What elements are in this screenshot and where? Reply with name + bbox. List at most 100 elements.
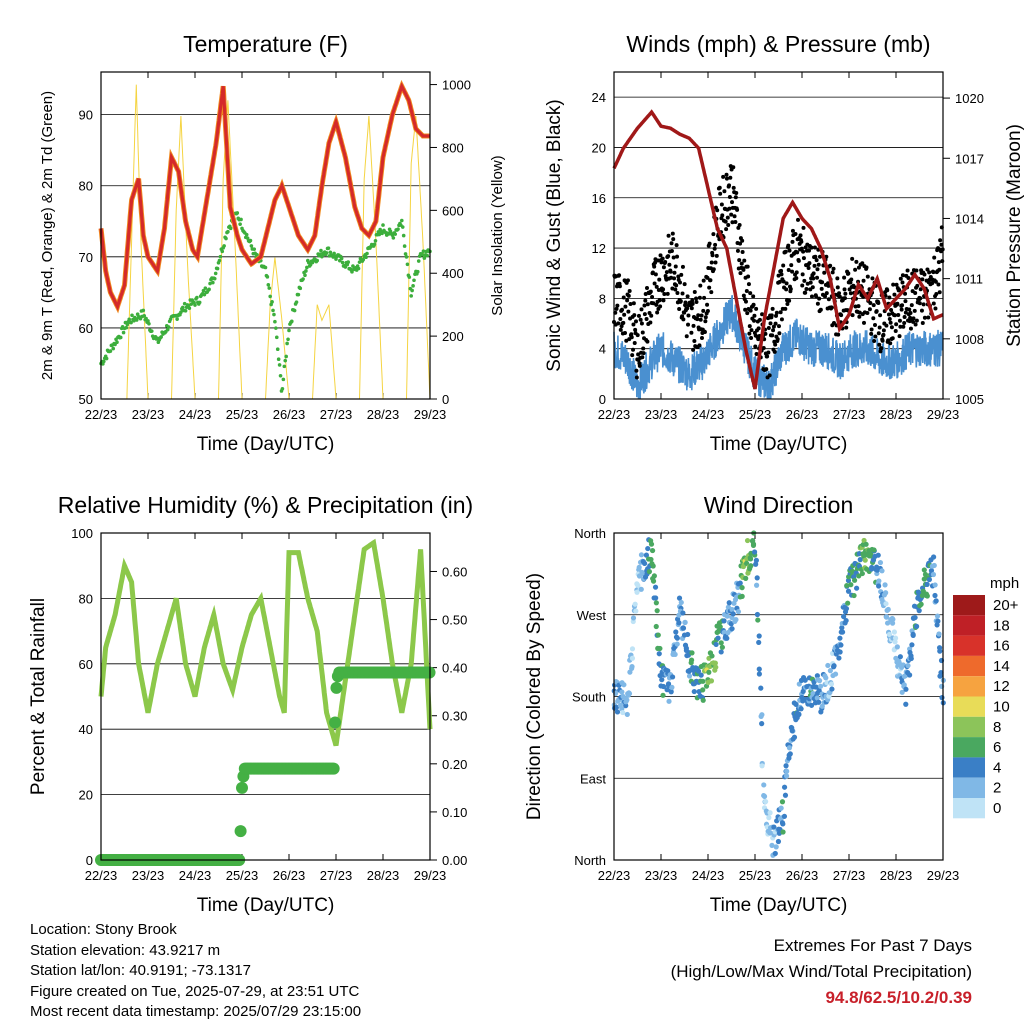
gust-point	[727, 195, 732, 200]
dewpoint-point	[252, 247, 257, 251]
gust-point	[633, 327, 638, 332]
dewpoint-point	[201, 288, 206, 293]
gust-point	[636, 313, 641, 318]
y2-tick-label: 1005	[955, 392, 984, 407]
direction-point	[753, 561, 759, 567]
gust-point	[668, 269, 673, 274]
dewpoint-point	[402, 244, 407, 248]
colorbar-swatch	[953, 716, 985, 738]
direction-point	[802, 677, 808, 683]
gust-point	[669, 241, 674, 246]
gust-point	[754, 306, 759, 311]
direction-point	[761, 782, 767, 788]
gust-point	[635, 333, 640, 338]
gust-point	[666, 233, 671, 238]
gust-point	[872, 323, 877, 328]
direction-point	[761, 793, 768, 799]
direction-point	[620, 709, 626, 716]
dewpoint-point	[350, 270, 354, 274]
dewpoint-point	[290, 319, 294, 324]
gust-point	[733, 220, 738, 225]
gust-point	[890, 336, 895, 341]
gust-point	[888, 320, 893, 325]
gust-point	[869, 327, 874, 332]
gust-point	[695, 317, 700, 322]
gust-point	[748, 308, 753, 313]
direction-point	[843, 606, 850, 612]
colorbar-label: 16	[993, 638, 1010, 655]
y-tick-label: 100	[71, 526, 93, 541]
gust-point	[865, 274, 870, 279]
direction-point	[827, 668, 833, 674]
dewpoint-point	[416, 259, 421, 263]
gust-point	[854, 259, 859, 264]
gust-point	[794, 270, 799, 275]
gust-point	[683, 300, 688, 305]
direction-point	[767, 810, 773, 816]
gust-point	[677, 306, 682, 311]
dewpoint-point	[104, 356, 109, 361]
chart-title: Temperature (F)	[183, 31, 348, 57]
gust-point	[766, 350, 771, 355]
dewpoint-point	[296, 292, 301, 297]
direction-point	[813, 684, 819, 690]
dewpoint-point	[356, 266, 361, 271]
y-tick-label: 4	[599, 342, 606, 357]
gust-point	[914, 318, 919, 323]
gust-point	[911, 316, 916, 321]
direction-point	[831, 663, 837, 669]
direction-point	[816, 678, 823, 684]
dewpoint-point	[410, 288, 414, 293]
gust-point	[933, 279, 938, 284]
direction-point	[901, 682, 907, 688]
direction-point	[744, 537, 751, 544]
dewpoint-point	[315, 258, 320, 263]
dewpoint-point	[255, 252, 259, 257]
direction-point	[778, 805, 784, 811]
gust-point	[698, 317, 703, 322]
dewpoint-point	[130, 313, 134, 318]
plot-frame	[613, 532, 944, 861]
colorbar-swatch	[953, 635, 985, 656]
gust-point	[876, 300, 881, 305]
gust-point	[657, 277, 662, 282]
dewpoint-point	[141, 308, 146, 313]
gust-point	[745, 264, 750, 269]
direction-point	[781, 784, 788, 790]
gust-point	[645, 339, 650, 344]
gust-point	[724, 172, 729, 177]
gust-point	[927, 270, 932, 275]
direction-point	[755, 617, 761, 623]
gust-point	[631, 322, 636, 327]
direction-point	[856, 551, 862, 557]
dewpoint-point	[183, 308, 188, 313]
direction-point	[685, 631, 691, 638]
direction-point	[926, 576, 932, 583]
direction-point	[863, 541, 869, 547]
direction-point	[876, 578, 882, 584]
colorbar-swatch	[953, 615, 985, 636]
y2-tick-label: 0.10	[442, 805, 467, 820]
gust-point	[707, 285, 712, 290]
y2-tick-label: 0.30	[442, 709, 467, 724]
gust-point	[745, 311, 750, 316]
gust-point	[765, 354, 770, 359]
gust-point	[622, 331, 627, 336]
gust-point	[931, 301, 936, 306]
gust-point	[892, 313, 897, 318]
gust-point	[907, 307, 912, 312]
direction-point	[928, 568, 935, 574]
dewpoint-point	[197, 300, 202, 305]
direction-point	[918, 601, 924, 607]
direction-point	[686, 673, 693, 679]
gust-point	[673, 287, 678, 292]
dewpoint-point	[405, 262, 410, 267]
gust-point	[763, 331, 768, 336]
y-tick-label: 0	[599, 392, 606, 407]
direction-point	[713, 664, 719, 670]
dewpoint-point	[142, 314, 147, 318]
gust-point	[815, 275, 820, 280]
gust-point	[628, 302, 633, 307]
gust-point	[899, 307, 904, 312]
y2-tick-label: 1017	[955, 151, 984, 166]
